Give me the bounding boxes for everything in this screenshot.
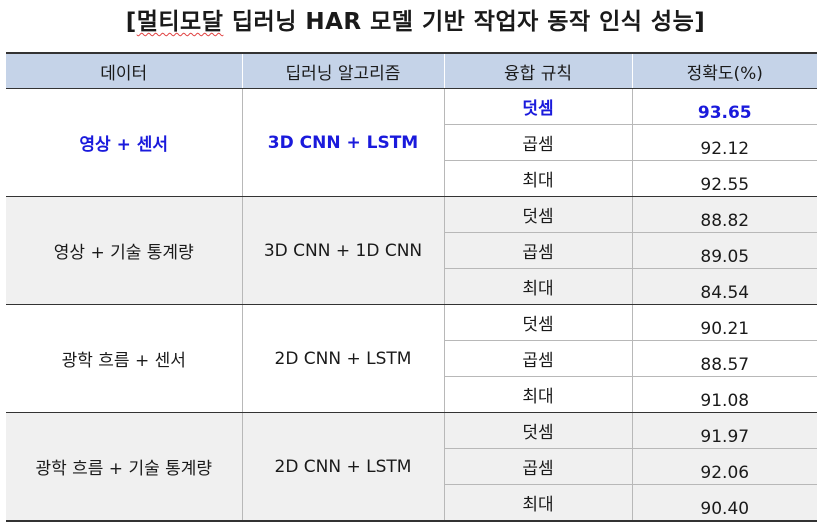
accuracy-cell: 92.06	[631, 448, 817, 485]
data-cell: 영상 + 기술 통계량	[6, 196, 242, 305]
title-rest: 딥러닝 HAR 모델 기반 작업자 동작 인식 성능]	[223, 9, 706, 35]
table-row: 곱셈 89.05	[6, 232, 817, 269]
table-row: 광학 흐름 + 기술 통계량 2D CNN + LSTM 덧셈 91.97	[6, 412, 817, 522]
group-optical-flow-sensor: 광학 흐름 + 센서 2D CNN + LSTM 덧셈 90.21 곱셈 88.…	[6, 304, 817, 413]
accuracy-cell: 93.65	[631, 88, 817, 125]
performance-table: 데이터 딥러닝 알고리즘 융합 규칙 정확도(%) 영상 + 센서 3D CNN…	[6, 52, 817, 522]
accuracy-cell: 92.55	[631, 160, 817, 197]
accuracy-cell: 89.05	[631, 232, 817, 269]
group-video-statistics: 영상 + 기술 통계량 3D CNN + 1D CNN 덧셈 88.82 곱셈 …	[6, 196, 817, 305]
title-open-bracket: [	[125, 9, 137, 35]
page-title: [멀티모달 딥러닝 HAR 모델 기반 작업자 동작 인식 성능]	[0, 4, 831, 40]
algorithm-cell: 2D CNN + LSTM	[241, 304, 444, 413]
accuracy-cell: 90.40	[631, 484, 817, 522]
table-row: 최대 90.40	[6, 484, 817, 522]
group-video-sensor: 영상 + 센서 3D CNN + LSTM 덧셈 93.65 곱셈 92.12 …	[6, 88, 817, 197]
header-algorithm: 딥러닝 알고리즘	[241, 52, 444, 89]
table-row: 최대 91.08	[6, 376, 817, 413]
accuracy-cell: 88.82	[631, 196, 817, 233]
fusion-rule-cell: 곱셈	[443, 448, 632, 485]
title-underlined-word: 멀티모달	[136, 9, 224, 35]
header-fusion-rule: 융합 규칙	[443, 52, 632, 89]
header-row: 데이터 딥러닝 알고리즘 융합 규칙 정확도(%)	[6, 52, 817, 89]
header-accuracy: 정확도(%)	[631, 52, 817, 89]
algorithm-cell: 2D CNN + LSTM	[241, 412, 444, 522]
data-cell: 영상 + 센서	[6, 88, 242, 197]
fusion-rule-cell: 덧셈	[443, 196, 632, 233]
group-optical-flow-statistics: 광학 흐름 + 기술 통계량 2D CNN + LSTM 덧셈 91.97 곱셈…	[6, 412, 817, 522]
accuracy-cell: 90.21	[631, 304, 817, 341]
header-data: 데이터	[6, 52, 242, 89]
table-row: 곱셈 92.12	[6, 124, 817, 161]
table-row: 광학 흐름 + 센서 2D CNN + LSTM 덧셈 90.21	[6, 304, 817, 413]
data-cell: 광학 흐름 + 센서	[6, 304, 242, 413]
fusion-rule-cell: 곱셈	[443, 340, 632, 377]
fusion-rule-cell: 최대	[443, 376, 632, 413]
accuracy-cell: 92.12	[631, 124, 817, 161]
accuracy-cell: 84.54	[631, 268, 817, 305]
table-row: 곱셈 92.06	[6, 448, 817, 485]
fusion-rule-cell: 덧셈	[443, 412, 632, 449]
table-row: 최대 84.54	[6, 268, 817, 305]
fusion-rule-cell: 덧셈	[443, 88, 632, 125]
fusion-rule-cell: 최대	[443, 268, 632, 305]
accuracy-cell: 91.08	[631, 376, 817, 413]
fusion-rule-cell: 곱셈	[443, 232, 632, 269]
algorithm-cell: 3D CNN + LSTM	[241, 88, 444, 197]
table-row: 곱셈 88.57	[6, 340, 817, 377]
table-row: 영상 + 기술 통계량 3D CNN + 1D CNN 덧셈 88.82	[6, 196, 817, 305]
data-cell: 광학 흐름 + 기술 통계량	[6, 412, 242, 522]
fusion-rule-cell: 덧셈	[443, 304, 632, 341]
fusion-rule-cell: 최대	[443, 160, 632, 197]
accuracy-cell: 88.57	[631, 340, 817, 377]
algorithm-cell: 3D CNN + 1D CNN	[241, 196, 444, 305]
fusion-rule-cell: 곱셈	[443, 124, 632, 161]
table-row: 영상 + 센서 3D CNN + LSTM 덧셈 93.65	[6, 88, 817, 197]
table-row: 최대 92.55	[6, 160, 817, 197]
accuracy-cell: 91.97	[631, 412, 817, 449]
fusion-rule-cell: 최대	[443, 484, 632, 522]
